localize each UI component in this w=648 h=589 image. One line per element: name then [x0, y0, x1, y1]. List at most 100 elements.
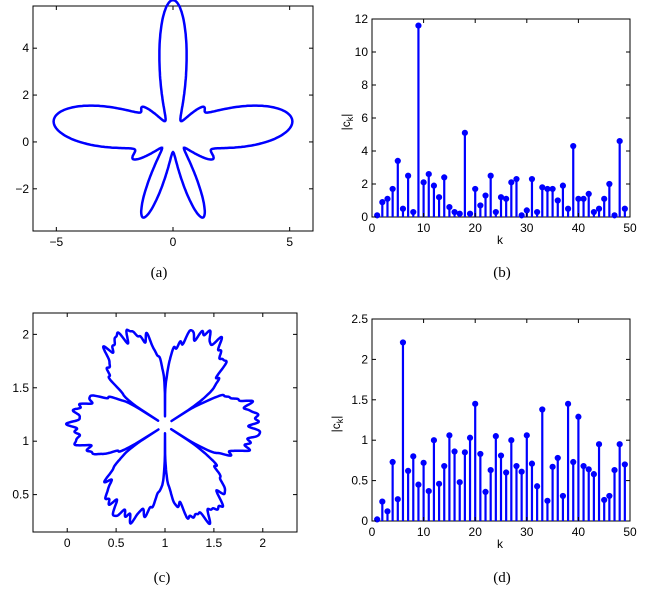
y-tick-label: 10	[355, 45, 369, 59]
x-tick-label: 10	[417, 525, 431, 539]
x-tick-label: 20	[469, 221, 483, 235]
stem-marker	[466, 434, 474, 441]
x-tick-label: 40	[572, 525, 586, 539]
stem-marker	[487, 172, 494, 179]
ylabel-d: |ck|	[329, 416, 345, 433]
x-tick-label: 1.5	[206, 536, 223, 550]
stem-marker	[513, 175, 520, 183]
stem-marker	[554, 454, 561, 462]
stem-marker	[451, 208, 458, 216]
stem-marker	[420, 179, 427, 186]
ticks-b: 0 10 20 30 40 50 0 2 4 6 8 10 12	[355, 12, 637, 235]
stem-marker	[430, 437, 438, 444]
stem-marker	[554, 197, 561, 204]
stem-marker	[441, 174, 448, 181]
x-tick-label: 50	[623, 525, 637, 539]
stem-marker	[549, 463, 556, 470]
stem-marker	[590, 471, 597, 478]
panel-b: 0 10 20 30 40 50 0 2 4 6 8 10 12 k |ck| (b)	[339, 12, 637, 281]
stem-marker	[399, 339, 407, 346]
stem-marker	[544, 497, 551, 504]
stem-marker	[456, 210, 463, 217]
stem-marker	[441, 462, 448, 470]
stem-marker	[559, 182, 567, 189]
stem-marker	[425, 171, 432, 178]
stem-marker	[389, 458, 396, 466]
x-tick-label: −5	[49, 235, 63, 249]
x-tick-label: 0	[64, 536, 71, 550]
stem-marker	[611, 212, 618, 219]
stem-marker	[503, 195, 510, 202]
stem-marker	[430, 182, 438, 189]
stem-marker	[544, 185, 551, 193]
stem-marker	[477, 202, 484, 209]
stem-marker	[472, 185, 479, 193]
y-tick-label: 4	[22, 41, 29, 55]
stem-marker	[472, 400, 479, 407]
stem-marker	[435, 480, 443, 487]
xlabel-b: k	[497, 233, 504, 247]
stems-b	[374, 22, 628, 219]
x-tick-label: 5	[286, 235, 293, 249]
stem-marker	[461, 449, 468, 456]
y-tick-label: 6	[361, 111, 368, 125]
stem-marker	[405, 467, 412, 475]
x-tick-label: 30	[520, 221, 534, 235]
stem-marker	[384, 508, 391, 515]
stem-marker	[518, 468, 525, 475]
stem-marker	[405, 172, 412, 179]
stem-marker	[621, 461, 628, 468]
x-tick-label: 0	[170, 235, 177, 249]
stem-marker	[528, 460, 536, 467]
stem-marker	[379, 199, 386, 206]
stem-marker	[534, 208, 541, 216]
x-tick-label: 30	[520, 525, 534, 539]
y-tick-label: 12	[355, 12, 369, 26]
stem-marker	[606, 492, 613, 500]
stem-marker	[570, 458, 577, 466]
stem-marker	[616, 441, 623, 448]
curve-a	[52, 0, 294, 219]
panel-a: −5 0 5 −2 0 2 4 (a)	[15, 0, 314, 281]
stem-marker	[580, 195, 587, 202]
y-tick-label: 1.5	[351, 393, 368, 407]
caption-b: (b)	[493, 265, 511, 281]
y-tick-label: 2	[361, 352, 368, 366]
ticks-d: 0 10 20 30 40 50 0 0.5 1 1.5 2 2.5	[351, 312, 637, 539]
stem-marker	[570, 142, 577, 150]
axes-b	[371, 18, 631, 218]
stem-marker	[518, 212, 525, 219]
stem-marker	[384, 195, 391, 202]
stem-marker	[534, 483, 541, 490]
stem-marker	[415, 481, 422, 488]
ticks-c: 0 0.5 1 1.5 2 0.5 1 1.5 2	[12, 313, 297, 550]
stem-marker	[420, 459, 427, 466]
stem-marker	[410, 453, 417, 460]
x-tick-label: 0	[369, 221, 376, 235]
stem-marker	[575, 413, 582, 420]
stem-marker	[389, 185, 396, 193]
stem-marker	[497, 452, 505, 459]
stem-marker	[466, 210, 474, 217]
y-tick-label: 0	[361, 514, 368, 528]
stem-marker	[497, 194, 505, 201]
stem-marker	[590, 208, 597, 216]
stem-marker	[508, 179, 515, 186]
x-tick-label: 0.5	[108, 536, 125, 550]
caption-c: (c)	[154, 570, 171, 586]
panel-c: 0 0.5 1 1.5 2 0.5 1 1.5 2 (c)	[12, 312, 298, 586]
stem-marker	[399, 205, 407, 212]
caption-a: (a)	[151, 265, 168, 281]
stem-marker	[482, 488, 489, 496]
stem-marker	[575, 195, 582, 202]
x-tick-label: 20	[469, 525, 483, 539]
y-tick-label: 1	[361, 433, 368, 447]
stem-marker	[564, 205, 572, 212]
stem-marker	[456, 479, 463, 486]
y-tick-label: 8	[361, 78, 368, 92]
y-tick-label: 2	[22, 327, 29, 341]
stem-marker	[435, 194, 443, 201]
y-tick-label: 4	[361, 144, 368, 158]
stem-marker	[616, 138, 623, 145]
